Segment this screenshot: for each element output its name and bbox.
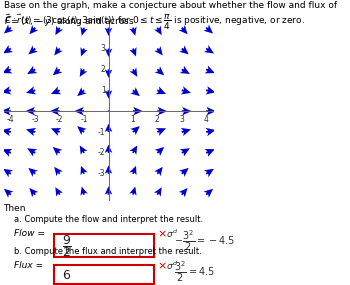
- Text: 1: 1: [101, 86, 106, 95]
- Text: b. Compute the flux and interpret the result.: b. Compute the flux and interpret the re…: [14, 247, 202, 256]
- Text: a. Compute the flow and interpret the result.: a. Compute the flow and interpret the re…: [14, 215, 203, 224]
- Text: $\times$: $\times$: [157, 261, 167, 271]
- Text: -3: -3: [98, 169, 106, 178]
- Text: -2: -2: [98, 148, 106, 157]
- Text: $\dfrac{9}{2}$: $\dfrac{9}{2}$: [62, 233, 72, 259]
- Text: $\times$: $\times$: [157, 229, 167, 240]
- Text: -1: -1: [80, 115, 88, 124]
- Text: -1: -1: [98, 127, 106, 137]
- Text: Base on the graph, make a conjecture about whether the flow and flux of $\vec{F}: Base on the graph, make a conjecture abo…: [4, 1, 337, 29]
- Text: $C:\vec{r}(t) = (3\cos(t), 3\sin(t))$ for $0 \leq t \leq \dfrac{\pi}{4}$ is posi: $C:\vec{r}(t) = (3\cos(t), 3\sin(t))$ fo…: [4, 13, 304, 32]
- Text: -3: -3: [32, 115, 39, 124]
- Text: $-\dfrac{3^2}{2} = -4.5$: $-\dfrac{3^2}{2} = -4.5$: [174, 228, 235, 253]
- Text: -4: -4: [7, 115, 15, 124]
- Text: $6$: $6$: [62, 269, 71, 282]
- Text: 3: 3: [179, 115, 184, 124]
- Text: 4: 4: [204, 115, 209, 124]
- Text: 1: 1: [131, 115, 135, 124]
- Text: -2: -2: [56, 115, 63, 124]
- Text: 2: 2: [155, 115, 160, 124]
- Text: $\sigma^d$: $\sigma^d$: [166, 228, 178, 241]
- Text: Then: Then: [4, 204, 26, 213]
- Text: $\dfrac{3^2}{2} = 4.5$: $\dfrac{3^2}{2} = 4.5$: [174, 259, 215, 284]
- Text: 2: 2: [101, 65, 106, 74]
- Text: Flow =: Flow =: [14, 229, 48, 239]
- Text: $\sigma^d$: $\sigma^d$: [166, 259, 178, 272]
- Text: Flux =: Flux =: [14, 261, 46, 270]
- Text: 3: 3: [101, 44, 106, 53]
